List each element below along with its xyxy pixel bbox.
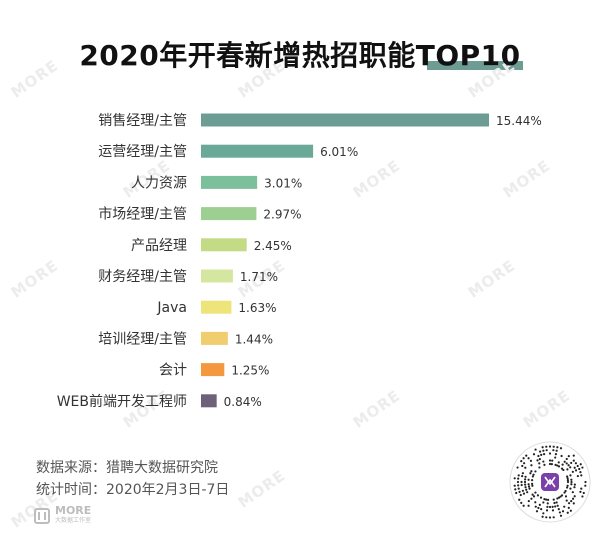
bar: [201, 300, 232, 314]
value-label: 1.25%: [231, 364, 269, 378]
bar: [201, 331, 228, 345]
category-label: 培训经理/主管: [98, 331, 187, 347]
category-label: 财务经理/主管: [98, 269, 187, 285]
bar: [201, 144, 314, 158]
value-label: 0.84%: [224, 395, 262, 409]
logo-name: MORE: [55, 504, 92, 517]
bar: [201, 394, 217, 408]
value-label: 1.44%: [235, 332, 273, 346]
category-label: Java: [156, 300, 187, 316]
title-wrap: 2020年开春新增热招职能TOP10: [0, 34, 600, 74]
bar: [201, 175, 258, 189]
footer: 数据来源：猎聘大数据研究院 统计时间：2020年2月3日-7日: [36, 457, 229, 501]
data-source: 数据来源：猎聘大数据研究院: [36, 460, 218, 476]
category-label: 运营经理/主管: [98, 144, 187, 160]
value-label: 6.01%: [320, 145, 358, 159]
chart-title-text: 2020年开春新增热招职能TOP10: [79, 39, 521, 72]
bar: [201, 363, 225, 377]
logo-sub: 大数据工作室: [55, 517, 92, 524]
value-label: 1.71%: [240, 270, 278, 284]
qr-code-icon[interactable]: [508, 440, 592, 524]
logo-text: MORE 大数据工作室: [55, 504, 92, 526]
stat-period: 统计时间：2020年2月3日-7日: [36, 482, 230, 498]
value-label: 1.63%: [238, 301, 276, 315]
value-label: 15.44%: [496, 114, 542, 128]
bar: [201, 238, 247, 252]
category-label: 产品经理: [131, 238, 187, 254]
value-label: 2.97%: [263, 208, 301, 222]
chart-title: 2020年开春新增热招职能TOP10: [79, 34, 523, 74]
bar: [201, 269, 233, 283]
value-label: 3.01%: [264, 176, 302, 190]
watermark: MORE: [234, 466, 289, 512]
category-label: 销售经理/主管: [98, 113, 187, 129]
logo-icon: [34, 508, 50, 524]
bar: [201, 113, 489, 127]
category-label: 市场经理/主管: [98, 206, 187, 223]
bar-chart: 销售经理/主管 15.44% 运营经理/主管 6.01% 人力资源 3.01% 市场经理/主…: [57, 113, 542, 410]
category-label: 会计: [159, 363, 187, 379]
category-label: 人力资源: [131, 175, 187, 191]
logo: MORE 大数据工作室: [34, 504, 92, 526]
value-label: 2.45%: [254, 239, 292, 253]
bar: [201, 207, 257, 221]
category-label: WEB前端开发工程师: [57, 393, 187, 410]
